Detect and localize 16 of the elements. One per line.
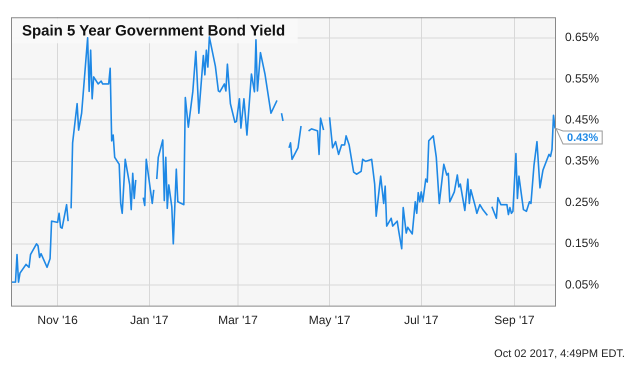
annotation: 0.43% — [567, 132, 598, 144]
x-tick-label: May '17 — [308, 313, 351, 328]
y-tick-label: 0.15% — [565, 236, 600, 250]
y-tick-label: 0.65% — [565, 30, 600, 44]
x-tick-label: Jan '17 — [130, 313, 169, 328]
y-tick-label: 0.55% — [565, 71, 600, 86]
y-tick-label: 0.45% — [565, 112, 600, 127]
text: Oct 02 2017, 4:49PM EDT. — [494, 348, 625, 360]
y-tick-label: 0.05% — [565, 277, 600, 292]
x-tick-label: Mar '17 — [218, 313, 258, 328]
chart-title: Spain 5 Year Government Bond Yield — [22, 22, 286, 40]
y-tick-label: 0.35% — [565, 154, 600, 168]
x-tick-label: Jul '17 — [404, 313, 439, 328]
y-tick-label: 0.25% — [565, 194, 600, 209]
x-tick-label: Nov '16 — [37, 313, 78, 328]
x-tick-label: Sep '17 — [494, 313, 535, 328]
